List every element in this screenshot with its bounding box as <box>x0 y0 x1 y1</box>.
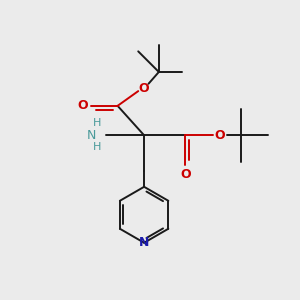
Text: O: O <box>215 129 225 142</box>
Text: O: O <box>78 99 88 112</box>
Text: H: H <box>93 118 101 128</box>
Text: O: O <box>138 82 149 95</box>
Text: O: O <box>180 168 190 181</box>
Text: H: H <box>93 142 101 152</box>
Text: N: N <box>139 236 149 249</box>
Text: N: N <box>86 129 96 142</box>
